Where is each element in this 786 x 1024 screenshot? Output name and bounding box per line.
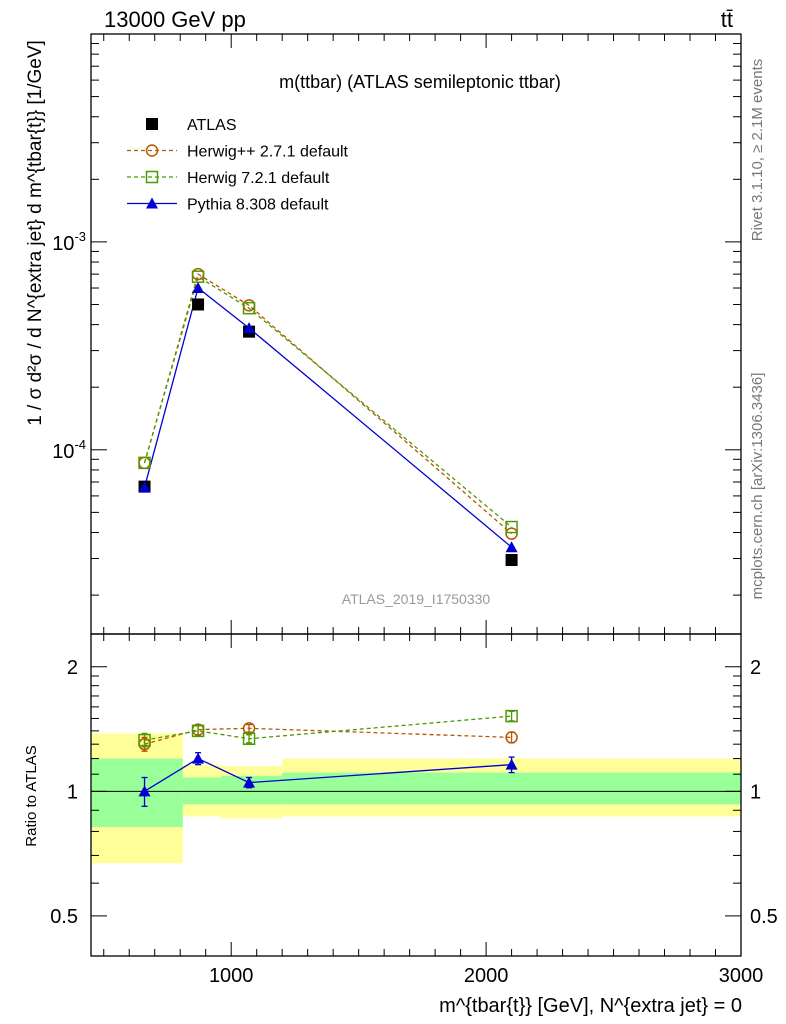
series-lines xyxy=(141,273,515,807)
ratio-point-3-2 xyxy=(243,776,256,788)
ratio-tick-label-left-1: 1 xyxy=(67,781,78,803)
point-0-1 xyxy=(192,298,205,311)
legend-label-0: ATLAS xyxy=(187,117,237,134)
ratio-line-1 xyxy=(144,727,512,745)
point-1-3 xyxy=(505,527,518,540)
y-tick-base: 10 xyxy=(52,233,74,255)
ratio-line-3 xyxy=(144,757,512,792)
ratio-point-1-3 xyxy=(505,731,518,744)
chart-title: m(ttbar) (ATLAS semileptonic ttbar) xyxy=(279,72,561,92)
ratio-line-2 xyxy=(144,715,512,741)
y-tick-base: 10 xyxy=(52,441,74,463)
series-line-1 xyxy=(143,273,513,535)
point-3-0 xyxy=(138,481,151,493)
axes xyxy=(90,33,742,957)
series-line-3 xyxy=(143,286,513,548)
point-0-3 xyxy=(505,554,518,567)
point-2-2 xyxy=(242,301,256,315)
legend-label-1: Herwig++ 2.7.1 default xyxy=(187,144,349,161)
ratio-tick-label-right-0: 0.5 xyxy=(750,906,778,928)
header-right: tt̄ xyxy=(721,7,733,32)
legend-marker-2 xyxy=(145,170,159,184)
ratio-point-2-3 xyxy=(505,709,518,723)
ratio-tick-label-left-0: 0.5 xyxy=(50,906,78,928)
y-tick-exp: -3 xyxy=(74,229,86,244)
point-2-0 xyxy=(138,456,151,470)
data-markers xyxy=(138,267,518,797)
y-tick-label-1: 10-4 xyxy=(52,437,86,463)
point-3-1 xyxy=(192,282,205,294)
legend-label-3: Pythia 8.308 default xyxy=(187,197,329,214)
uncertainty-bands xyxy=(91,733,741,864)
legend-marker-0 xyxy=(146,118,158,130)
band-inner-3 xyxy=(282,772,741,805)
ratio-point-2-1 xyxy=(191,724,205,738)
band-inner-2 xyxy=(221,775,283,805)
ratio-frame xyxy=(90,633,742,957)
ratio-point-3-1 xyxy=(192,752,205,764)
side-mcplots: mcplots.cern.ch [arXiv:1306.3436] xyxy=(749,373,766,600)
ratio-point-3-0 xyxy=(138,785,151,797)
ratio-y-axis-label: Ratio to ATLAS xyxy=(23,745,40,846)
x-tick-label-1000: 1000 xyxy=(209,965,254,987)
y-axis-label: 1 / σ d²σ / d N^{extra jet} d m^{tbar{t}… xyxy=(25,40,46,426)
point-2-1 xyxy=(191,270,205,283)
x-axis-label: m^{tbar{t}} [GeV], N^{extra jet} = 0 xyxy=(439,995,742,1017)
y-tick-label-0: 10-3 xyxy=(52,229,86,255)
point-3-3 xyxy=(505,541,518,553)
legend: ATLAS Herwig++ 2.7.1 default Herwig 7.2.1 … xyxy=(127,117,349,214)
ratio-point-2-2 xyxy=(242,732,256,745)
ratio-tick-label-right-2: 2 xyxy=(750,657,761,679)
ratio-point-3-3 xyxy=(505,758,518,770)
header-left: 13000 GeV pp xyxy=(104,7,246,32)
y-tick-exp: -4 xyxy=(74,437,86,452)
legend-marker-1 xyxy=(145,144,159,157)
x-tick-label-3000: 3000 xyxy=(719,965,764,987)
band-inner-0 xyxy=(91,758,183,827)
x-tick-label-2000: 2000 xyxy=(464,965,509,987)
legend-marker-3 xyxy=(146,197,158,209)
analysis-tag: ATLAS_2019_I1750330 xyxy=(342,591,491,607)
legend-label-2: Herwig 7.2.1 default xyxy=(187,170,330,187)
ratio-tick-label-right-1: 1 xyxy=(750,781,761,803)
ratio-tick-label-left-2: 2 xyxy=(67,657,78,679)
point-2-3 xyxy=(505,520,518,534)
ratio-point-2-0 xyxy=(138,733,151,747)
side-rivet: Rivet 3.1.10, ≥ 2.1M events xyxy=(749,59,766,242)
series-line-2 xyxy=(143,275,513,528)
point-3-2 xyxy=(243,322,256,334)
